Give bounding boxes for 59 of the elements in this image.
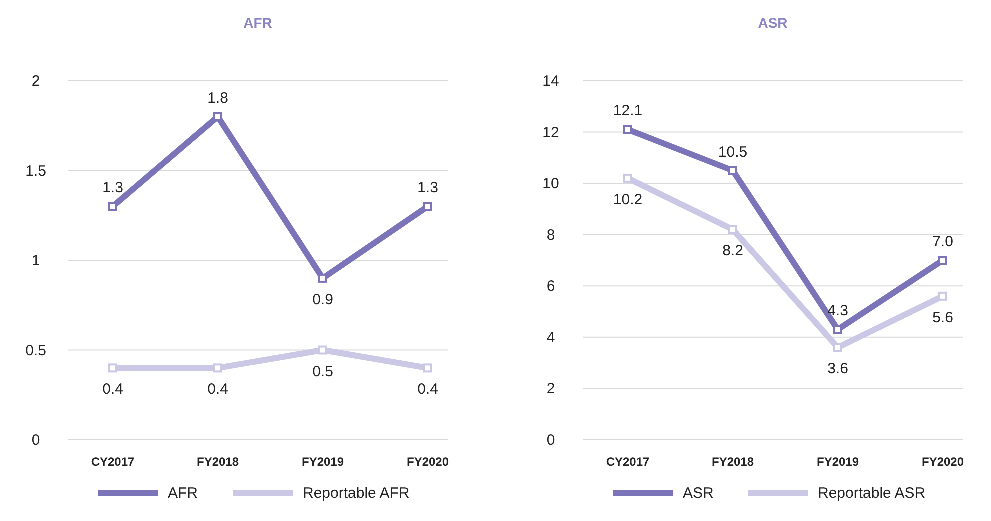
point: [318, 346, 328, 355]
data-label: 12.1: [613, 102, 643, 120]
chart-title: ASR: [758, 15, 788, 31]
data-label: 8.2: [722, 242, 744, 260]
legend-label: Reportable AFR: [303, 485, 410, 502]
y-tick-label: 10: [542, 176, 560, 193]
point: [624, 174, 632, 183]
y-tick-label: 2: [32, 73, 40, 90]
point: [108, 364, 118, 373]
x-tick-label: CY2017: [606, 455, 650, 469]
point: [834, 325, 842, 334]
point: [624, 125, 632, 134]
y-tick-label: 1.5: [26, 162, 46, 180]
y-tick-label: 1: [32, 252, 40, 270]
data-label: 1.3: [102, 180, 124, 197]
data-label: 4.3: [828, 302, 848, 320]
y-tick-label: 8: [546, 226, 556, 244]
chart-title: AFR: [244, 15, 272, 31]
y-tick-label: 6: [546, 278, 556, 296]
data-label: 10.5: [718, 144, 748, 161]
data-label: 1.3: [418, 180, 438, 197]
y-tick-label: 0.5: [26, 342, 46, 360]
y-tick-label: 0: [546, 432, 556, 449]
x-tick-label: FY2019: [302, 455, 344, 469]
x-tick-label: FY2019: [816, 455, 860, 469]
data-label: 0.4: [208, 381, 228, 398]
y-tick-label: 0: [32, 432, 40, 449]
point: [938, 292, 948, 301]
point: [834, 343, 842, 352]
data-label: 7.0: [932, 234, 954, 250]
point: [728, 225, 738, 234]
point: [424, 364, 432, 373]
data-label: 10.2: [613, 191, 643, 208]
data-label: 0.4: [418, 381, 438, 398]
x-tick-label: FY2018: [712, 455, 754, 469]
legend-label: AFR: [168, 485, 198, 502]
legend-label: Reportable ASR: [818, 485, 926, 502]
y-tick-label: 4: [546, 329, 556, 346]
y-tick-label: 12: [542, 124, 560, 142]
x-tick-label: CY2017: [91, 455, 136, 469]
data-label: 5.6: [932, 309, 954, 326]
data-label: 0.9: [312, 291, 334, 308]
data-label: 3.6: [828, 360, 848, 378]
data-label: 0.4: [102, 381, 124, 398]
point: [938, 256, 948, 265]
point: [318, 274, 328, 283]
point: [214, 112, 222, 122]
y-tick-label: 14: [542, 73, 560, 90]
y-tick-label: 2: [546, 380, 556, 398]
x-tick-label: FY2020: [406, 455, 450, 469]
data-label: 1.8: [208, 90, 228, 107]
legend-label: ASR: [683, 485, 714, 502]
point: [728, 166, 738, 176]
point: [424, 202, 432, 212]
data-label: 0.5: [312, 363, 334, 380]
x-tick-label: FY2018: [196, 455, 240, 469]
point: [108, 202, 118, 212]
point: [214, 364, 222, 373]
x-tick-label: FY2020: [922, 455, 964, 469]
